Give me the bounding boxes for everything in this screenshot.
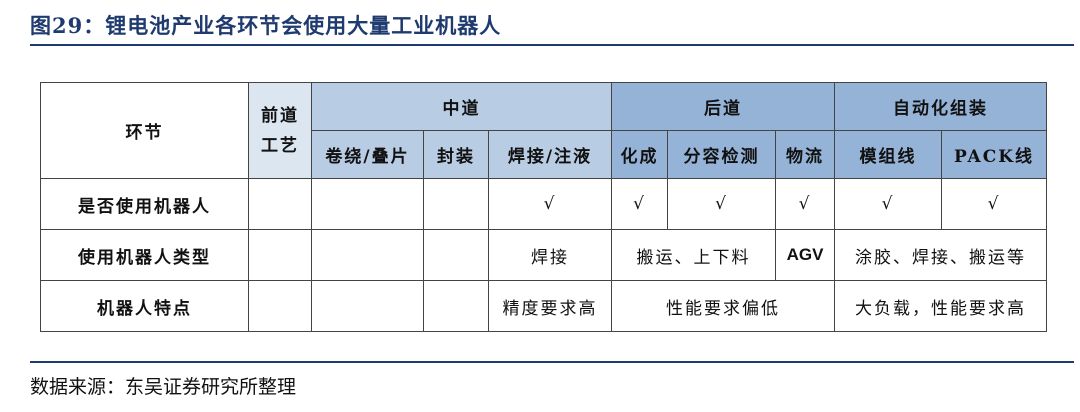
sub-header: 焊接/注液 bbox=[488, 130, 612, 179]
cell: 大负载，性能要求高 bbox=[834, 280, 1047, 332]
source-note: 数据来源：东吴证券研究所整理 bbox=[30, 376, 297, 398]
divider bbox=[30, 44, 1074, 46]
cell: 性能要求偏低 bbox=[611, 280, 835, 332]
sub-header: 卷绕/叠片 bbox=[311, 130, 424, 179]
check-cell: √ bbox=[775, 178, 835, 230]
check-cell: √ bbox=[488, 178, 612, 230]
table-row: 使用机器人类型 焊接 搬运、上下料 AGV 涂胶、焊接、搬运等 bbox=[40, 229, 1047, 281]
sub-header: 模组线 bbox=[834, 130, 942, 179]
sub-header: 分容检测 bbox=[667, 130, 776, 179]
cell bbox=[311, 229, 424, 281]
sub-header: 物流 bbox=[775, 130, 835, 179]
sub-header: 封装 bbox=[423, 130, 489, 179]
cell: 精度要求高 bbox=[488, 280, 612, 332]
row-label: 使用机器人类型 bbox=[40, 229, 249, 281]
header-middle: 中道 bbox=[311, 82, 612, 131]
header-stage: 环节 bbox=[40, 82, 249, 179]
row-label: 是否使用机器人 bbox=[40, 178, 249, 230]
row-label: 机器人特点 bbox=[40, 280, 249, 332]
table-row: 是否使用机器人 √ √ √ √ √ √ bbox=[40, 178, 1047, 230]
cell bbox=[423, 229, 489, 281]
check-cell: √ bbox=[611, 178, 668, 230]
check-cell: √ bbox=[667, 178, 776, 230]
sub-header: 化成 bbox=[611, 130, 668, 179]
cell bbox=[248, 229, 312, 281]
divider bbox=[30, 361, 1074, 363]
cell: 涂胶、焊接、搬运等 bbox=[834, 229, 1047, 281]
cell bbox=[248, 178, 312, 230]
cell bbox=[311, 280, 424, 332]
figure-title: 图29：锂电池产业各环节会使用大量工业机器人 bbox=[30, 13, 502, 38]
check-cell: √ bbox=[834, 178, 942, 230]
robot-usage-table: 环节 前道工艺 中道 后道 自动化组装 卷绕/叠片 封装 焊接/注液 化成 分容… bbox=[40, 82, 1047, 332]
cell bbox=[423, 178, 489, 230]
cell bbox=[423, 280, 489, 332]
check-cell: √ bbox=[941, 178, 1047, 230]
cell bbox=[311, 178, 424, 230]
cell: 焊接 bbox=[488, 229, 612, 281]
sub-header: PACK线 bbox=[941, 130, 1047, 179]
cell: 搬运、上下料 bbox=[611, 229, 776, 281]
cell bbox=[248, 280, 312, 332]
table-row: 机器人特点 精度要求高 性能要求偏低 大负载，性能要求高 bbox=[40, 280, 1047, 332]
header-auto: 自动化组装 bbox=[834, 82, 1047, 131]
header-front: 前道工艺 bbox=[248, 82, 312, 179]
cell: AGV bbox=[775, 229, 835, 281]
header-back: 后道 bbox=[611, 82, 835, 131]
